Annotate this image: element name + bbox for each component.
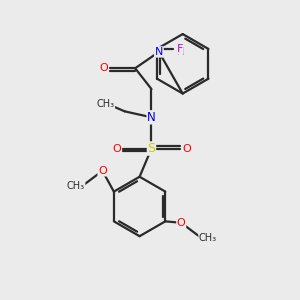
Text: CH₃: CH₃: [96, 99, 115, 109]
Text: O: O: [99, 63, 108, 73]
Text: O: O: [182, 143, 190, 154]
Text: O: O: [177, 218, 186, 228]
Text: CH₃: CH₃: [199, 233, 217, 243]
Text: N: N: [147, 111, 156, 124]
Text: F: F: [177, 44, 183, 54]
Text: S: S: [148, 142, 155, 155]
Text: N: N: [155, 47, 163, 57]
Text: H: H: [177, 47, 185, 57]
Text: O: O: [112, 143, 121, 154]
Text: CH₃: CH₃: [67, 181, 85, 191]
Text: O: O: [98, 166, 107, 176]
